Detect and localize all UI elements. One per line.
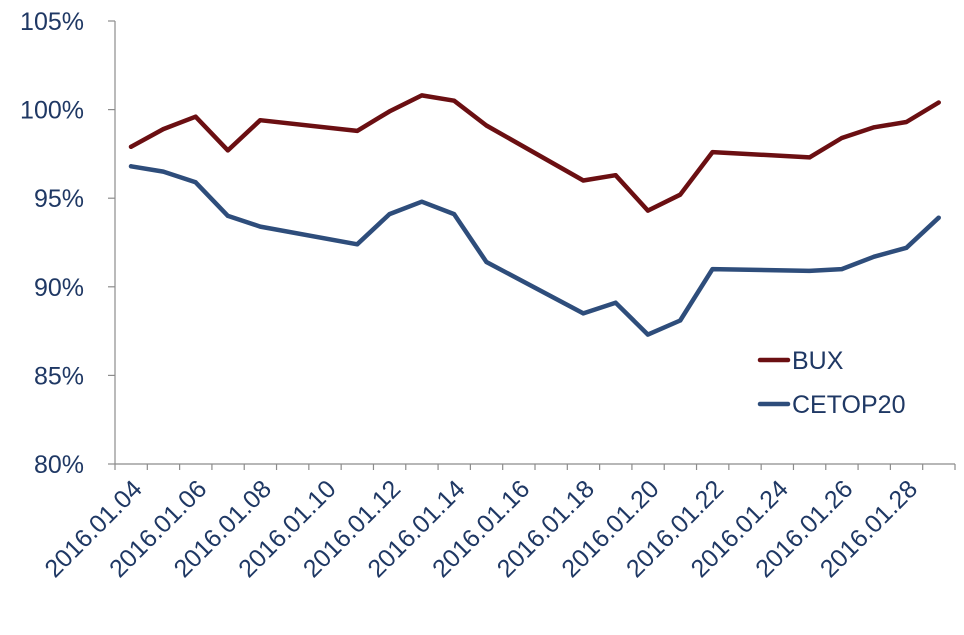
data-point-cetop20 — [839, 267, 844, 272]
y-tick-label: 100% — [20, 97, 84, 125]
series-line-cetop20 — [128, 164, 941, 337]
data-point-cetop20 — [581, 311, 586, 316]
data-point-bux — [193, 114, 198, 119]
x-axis-ticks: 2016.01.042016.01.062016.01.082016.01.10… — [39, 464, 956, 583]
data-point-cetop20 — [258, 224, 263, 229]
data-point-bux — [872, 125, 877, 130]
data-point-bux — [452, 98, 457, 103]
data-point-bux — [581, 178, 586, 183]
data-point-cetop20 — [193, 180, 198, 185]
data-point-cetop20 — [645, 332, 650, 337]
y-tick-label: 85% — [34, 362, 84, 390]
series-lines — [128, 93, 941, 337]
y-tick-label: 90% — [34, 274, 84, 302]
data-point-cetop20 — [936, 215, 941, 220]
data-point-cetop20 — [161, 169, 166, 174]
data-point-bux — [710, 150, 715, 155]
data-point-bux — [484, 123, 489, 128]
data-point-bux — [904, 120, 909, 125]
data-point-cetop20 — [225, 213, 230, 218]
data-point-cetop20 — [613, 300, 618, 305]
y-tick-label: 105% — [20, 8, 84, 36]
data-point-cetop20 — [484, 259, 489, 264]
legend-label-bux: BUX — [792, 347, 844, 375]
data-point-bux — [807, 155, 812, 160]
series-line-bux — [128, 93, 941, 213]
data-point-bux — [387, 109, 392, 114]
data-point-cetop20 — [387, 212, 392, 217]
data-point-bux — [839, 135, 844, 140]
data-point-bux — [355, 128, 360, 133]
data-point-cetop20 — [904, 245, 909, 250]
data-point-cetop20 — [872, 254, 877, 259]
data-point-cetop20 — [355, 242, 360, 247]
data-point-bux — [645, 208, 650, 213]
data-point-bux — [258, 118, 263, 123]
y-axis-ticks: 80% 85% 90% 95% 100% 105% — [20, 8, 115, 479]
data-point-cetop20 — [129, 164, 133, 169]
y-tick-label: 95% — [34, 185, 84, 213]
legend: BUX CETOP20 — [757, 347, 905, 419]
data-point-bux — [936, 100, 941, 105]
data-point-bux — [613, 173, 618, 178]
data-point-cetop20 — [452, 212, 457, 217]
data-point-bux — [161, 127, 166, 132]
y-tick-label: 80% — [34, 451, 84, 479]
data-point-bux — [225, 148, 230, 153]
data-point-cetop20 — [678, 318, 683, 323]
data-point-bux — [678, 192, 683, 197]
legend-label-cetop20: CETOP20 — [792, 391, 905, 419]
data-point-bux — [129, 144, 133, 149]
data-point-cetop20 — [710, 267, 715, 272]
data-point-bux — [419, 93, 424, 98]
data-point-cetop20 — [419, 199, 424, 204]
data-point-cetop20 — [807, 268, 812, 273]
